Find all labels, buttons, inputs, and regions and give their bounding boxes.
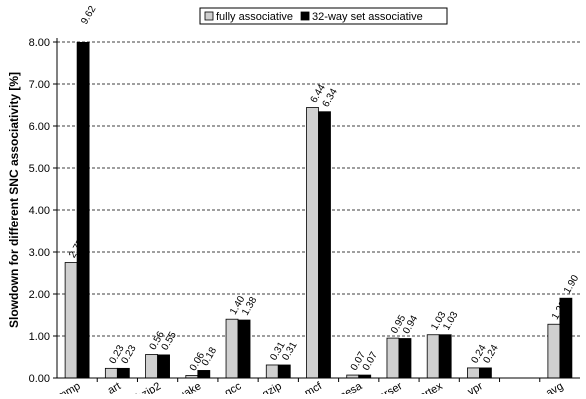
bar [104, 367, 118, 378]
bar [116, 367, 130, 378]
legend-swatch [204, 11, 214, 21]
x-tick-label: art [106, 380, 123, 394]
bar [145, 354, 158, 378]
legend: fully associative 32-way set associative [199, 7, 448, 25]
data-label: 1.90 [562, 273, 581, 296]
bar [64, 262, 78, 378]
legend-label: fully associative [216, 11, 293, 23]
y-axis-label: Slowdown for different SNC associativity… [7, 72, 21, 328]
y-tick-label: 1.00 [29, 331, 50, 343]
bars [64, 42, 573, 378]
x-tick-label: mcf [303, 380, 325, 394]
y-tick-label: 8.00 [29, 37, 50, 49]
y-tick-label: 6.00 [29, 121, 50, 133]
bar [197, 370, 211, 378]
y-tick-label: 2.00 [29, 289, 50, 301]
bar [398, 338, 412, 378]
legend-swatch [300, 11, 310, 21]
bar [306, 107, 319, 378]
y-tick-label: 4.00 [29, 205, 50, 217]
bar [265, 364, 279, 378]
y-tick-label: 0.00 [29, 373, 50, 385]
x-tick-label: avg [544, 380, 565, 394]
bar [237, 319, 251, 378]
bar [318, 111, 331, 378]
bar [277, 364, 291, 378]
x-tick-label: vpr [466, 380, 486, 394]
x-tick-label: gcc [223, 380, 244, 394]
bar [225, 318, 239, 378]
bar [467, 367, 480, 378]
bar [559, 297, 573, 378]
axes: 0.00 1.00 2.00 3.00 4.00 5.00 6.00 7.00 8.00 ammp… [29, 37, 580, 399]
y-tick-label: 3.00 [29, 247, 50, 259]
legend-box [199, 7, 448, 25]
bar [157, 354, 170, 378]
x-tick-label: ammp [50, 380, 82, 394]
legend-label: 32-way set associative [312, 11, 423, 23]
bar [547, 323, 561, 378]
bar [386, 337, 400, 378]
x-tick-label: bzip2 [134, 380, 163, 394]
data-label: 0.18 [200, 345, 219, 368]
bar [479, 367, 492, 378]
x-tick-label: equake [166, 380, 203, 394]
x-tick-label: vortex [413, 380, 445, 394]
bar [76, 42, 90, 378]
bar [426, 334, 440, 378]
x-tick-label: gzip [260, 380, 283, 394]
x-tick-label: parser [371, 380, 404, 394]
bar [438, 334, 452, 378]
x-tick-label: mesa [335, 380, 365, 394]
y-tick-label: 5.00 [29, 163, 50, 175]
y-tick-label: 7.00 [29, 79, 50, 91]
data-label: 9.62 [79, 4, 98, 27]
